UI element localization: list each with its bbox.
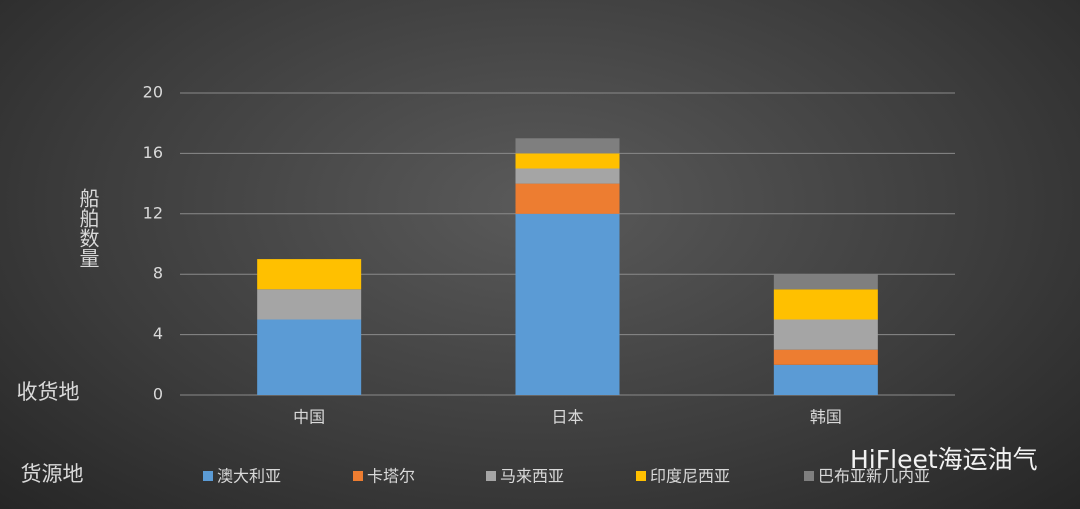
y-tick-label: 8 <box>153 264 163 283</box>
bar-segment <box>773 364 878 395</box>
bar-segment <box>515 168 620 184</box>
y-axis-label: 船舶数量 <box>76 188 100 268</box>
legend-title: 货源地 <box>21 462 84 486</box>
x-tick-label: 日本 <box>551 408 583 427</box>
watermark: HiFleet海运油气 <box>850 445 1038 474</box>
y-tick-label: 0 <box>153 385 163 404</box>
legend-label: 巴布亚新几内亚 <box>818 467 930 486</box>
bar-segment <box>515 213 620 395</box>
y-tick-label: 20 <box>143 83 163 102</box>
legend-label: 卡塔尔 <box>367 467 415 486</box>
legend-label: 澳大利亚 <box>217 467 281 486</box>
y-tick-label: 4 <box>153 324 163 343</box>
bar-segment <box>773 289 878 320</box>
legend-label: 印度尼西亚 <box>650 467 730 486</box>
bar-segment <box>773 319 878 350</box>
y-tick-label: 16 <box>143 143 163 162</box>
bar-segment <box>773 274 878 290</box>
x-tick-label: 中国 <box>293 408 325 427</box>
legend-marker <box>353 471 363 481</box>
bar-segment <box>515 183 620 214</box>
y-tick-label: 12 <box>143 203 163 222</box>
x-tick-label: 韩国 <box>810 408 842 427</box>
bar-segment <box>257 319 362 395</box>
bar-segment <box>773 349 878 365</box>
legend-label: 马来西亚 <box>500 467 564 486</box>
x-axis-label: 收货地 <box>17 380 80 404</box>
bar-segment <box>515 153 620 169</box>
bar-segment <box>515 138 620 154</box>
legend-marker <box>203 471 213 481</box>
legend-marker <box>804 471 814 481</box>
legend-marker <box>486 471 496 481</box>
bar-segment <box>257 259 362 290</box>
bar-segment <box>257 289 362 320</box>
legend-marker <box>636 471 646 481</box>
